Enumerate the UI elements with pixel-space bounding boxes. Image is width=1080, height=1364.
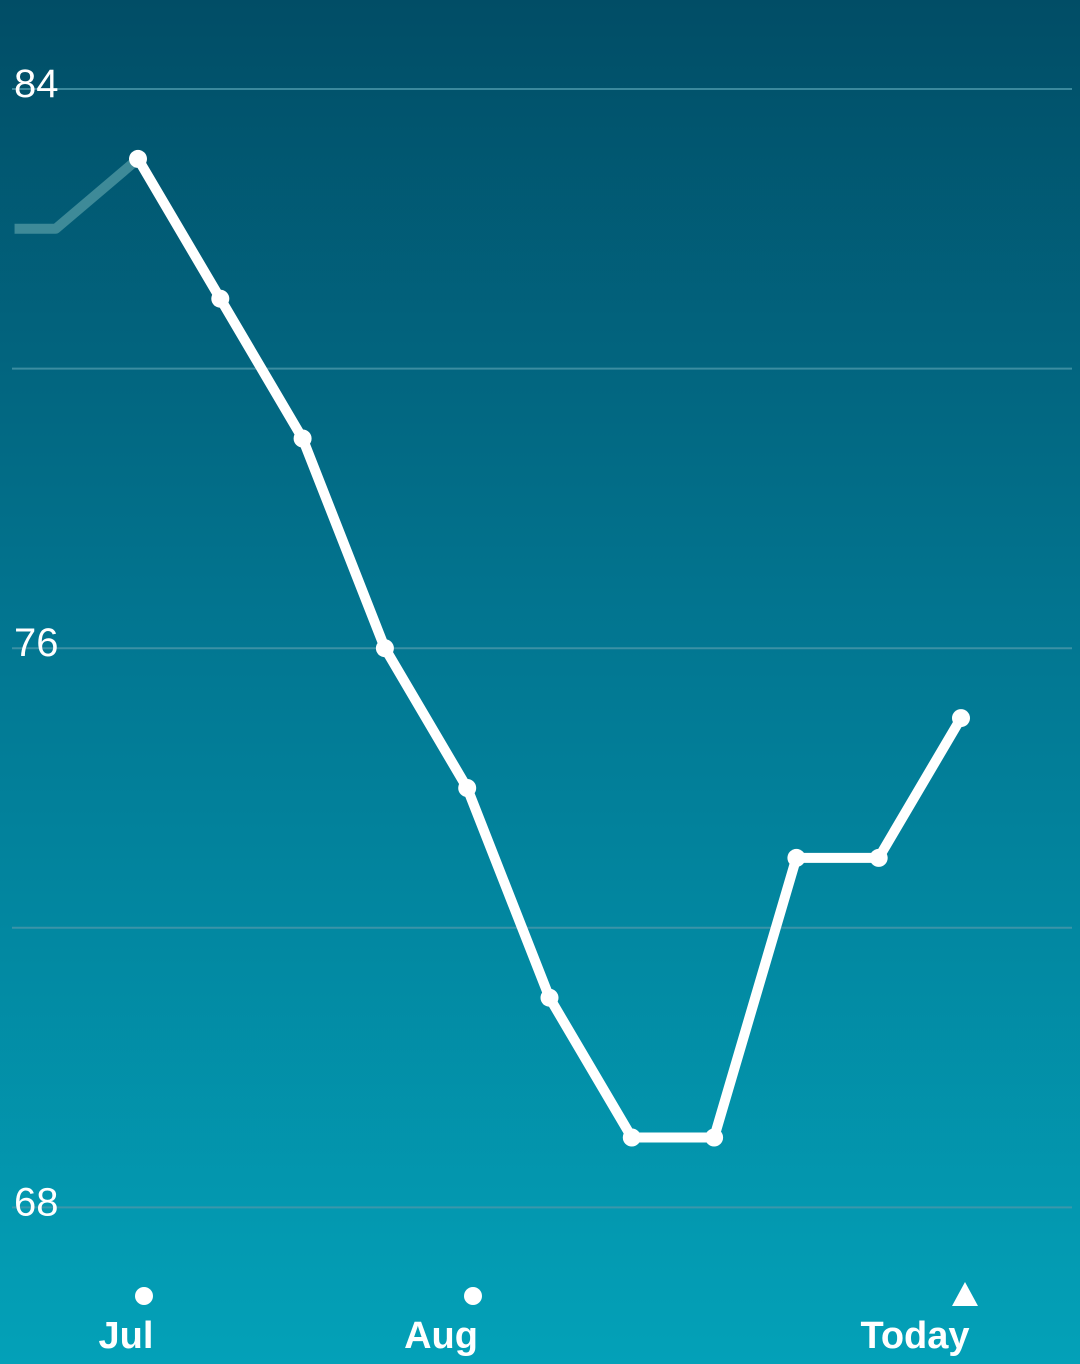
- data-point[interactable]: [458, 779, 477, 797]
- x-tick-label-jul: Jul: [99, 1315, 154, 1357]
- x-marker-dot: [464, 1287, 482, 1305]
- y-tick-label: 68: [14, 1180, 59, 1224]
- y-tick-label: 76: [14, 621, 59, 665]
- y-axis-tick-labels: 68 76 84: [14, 62, 59, 1224]
- y-tick-label: 84: [14, 62, 59, 106]
- data-point[interactable]: [622, 1128, 641, 1147]
- faded-line-path: [14, 155, 142, 234]
- x-marker-dot: [135, 1287, 153, 1305]
- data-point[interactable]: [787, 848, 806, 867]
- series-points: [129, 149, 970, 1147]
- faded-history-line: [14, 155, 142, 234]
- gridlines: [12, 88, 1072, 1209]
- data-point[interactable]: [952, 709, 970, 728]
- x-tick-label-aug: Aug: [404, 1315, 478, 1357]
- data-point[interactable]: [129, 149, 147, 168]
- data-point[interactable]: [540, 988, 559, 1007]
- data-point[interactable]: [705, 1128, 724, 1147]
- data-point[interactable]: [293, 429, 312, 448]
- data-point[interactable]: [869, 848, 888, 867]
- today-marker-icon: [952, 1282, 978, 1306]
- data-point[interactable]: [211, 289, 230, 308]
- data-point[interactable]: [375, 639, 394, 658]
- x-axis: Jul Aug Today: [99, 1282, 978, 1357]
- x-tick-label-today: Today: [860, 1315, 969, 1357]
